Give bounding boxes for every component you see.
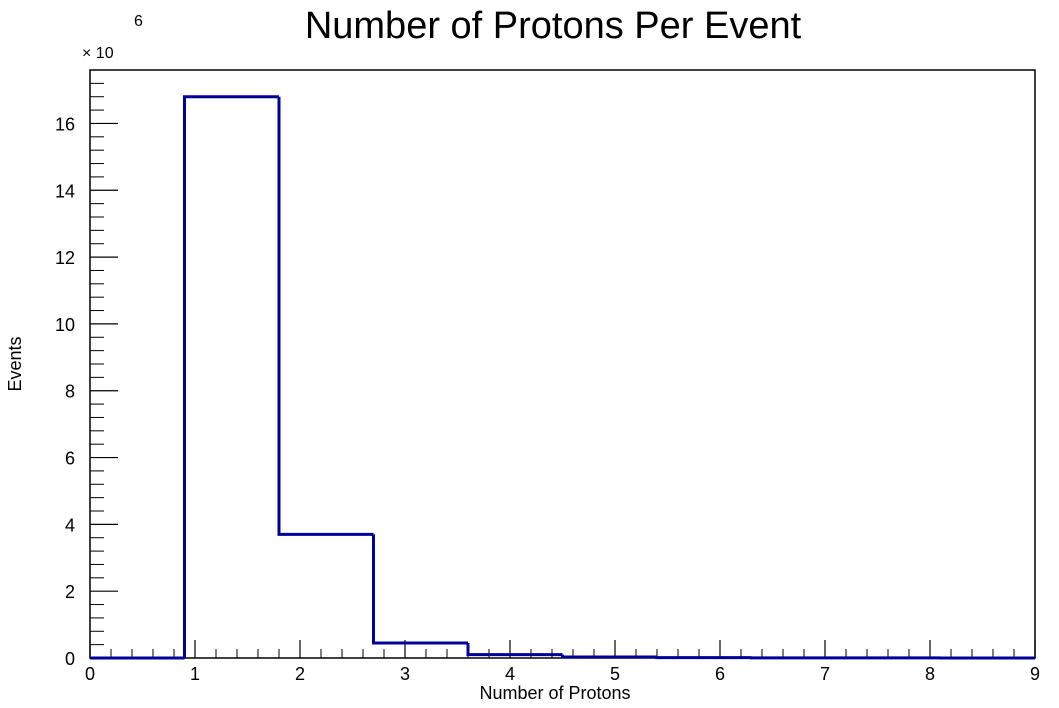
x-tick-label: 1 bbox=[190, 664, 200, 684]
histogram-bin bbox=[466, 642, 563, 657]
y-tick-label: 8 bbox=[65, 382, 75, 402]
x-tick-label: 6 bbox=[715, 664, 725, 684]
histogram-bin bbox=[183, 95, 279, 658]
y-tick-label: 16 bbox=[55, 114, 75, 134]
x-axis: 0 1 2 3 4 5 6 7 8 9 bbox=[85, 640, 1040, 684]
y-axis-label: Events bbox=[5, 336, 25, 391]
x-tick-label: 7 bbox=[820, 664, 830, 684]
x-tick-label: 5 bbox=[610, 664, 620, 684]
y-tick-label: 6 bbox=[65, 449, 75, 469]
x-tick-label: 2 bbox=[295, 664, 305, 684]
x-axis-label: Number of Protons bbox=[479, 683, 630, 703]
x-tick-label: 3 bbox=[400, 664, 410, 684]
y-tick-label: 0 bbox=[65, 649, 75, 669]
chart-title: Number of Protons Per Event bbox=[305, 5, 802, 47]
x-tick-label: 0 bbox=[85, 664, 95, 684]
y-multiplier-label: × 10 bbox=[82, 45, 114, 62]
histogram-bars bbox=[90, 95, 1035, 660]
plot-frame bbox=[89, 69, 1036, 659]
histogram-bin bbox=[372, 534, 468, 645]
y-tick-label: 2 bbox=[65, 582, 75, 602]
y-tick-label: 10 bbox=[55, 315, 75, 335]
histogram-bin bbox=[561, 654, 657, 659]
y-axis: 0 2 4 6 8 10 12 14 16 bbox=[55, 82, 118, 669]
x-tick-label: 4 bbox=[505, 664, 515, 684]
x-tick-label: 8 bbox=[925, 664, 935, 684]
x-tick-label: 9 bbox=[1030, 664, 1040, 684]
histogram-bin bbox=[277, 96, 374, 536]
y-tick-label: 14 bbox=[55, 181, 75, 201]
y-tick-label: 12 bbox=[55, 248, 75, 268]
y-multiplier-exponent: 6 bbox=[134, 13, 143, 30]
y-tick-label: 4 bbox=[65, 515, 75, 535]
histogram-bin bbox=[655, 656, 752, 660]
